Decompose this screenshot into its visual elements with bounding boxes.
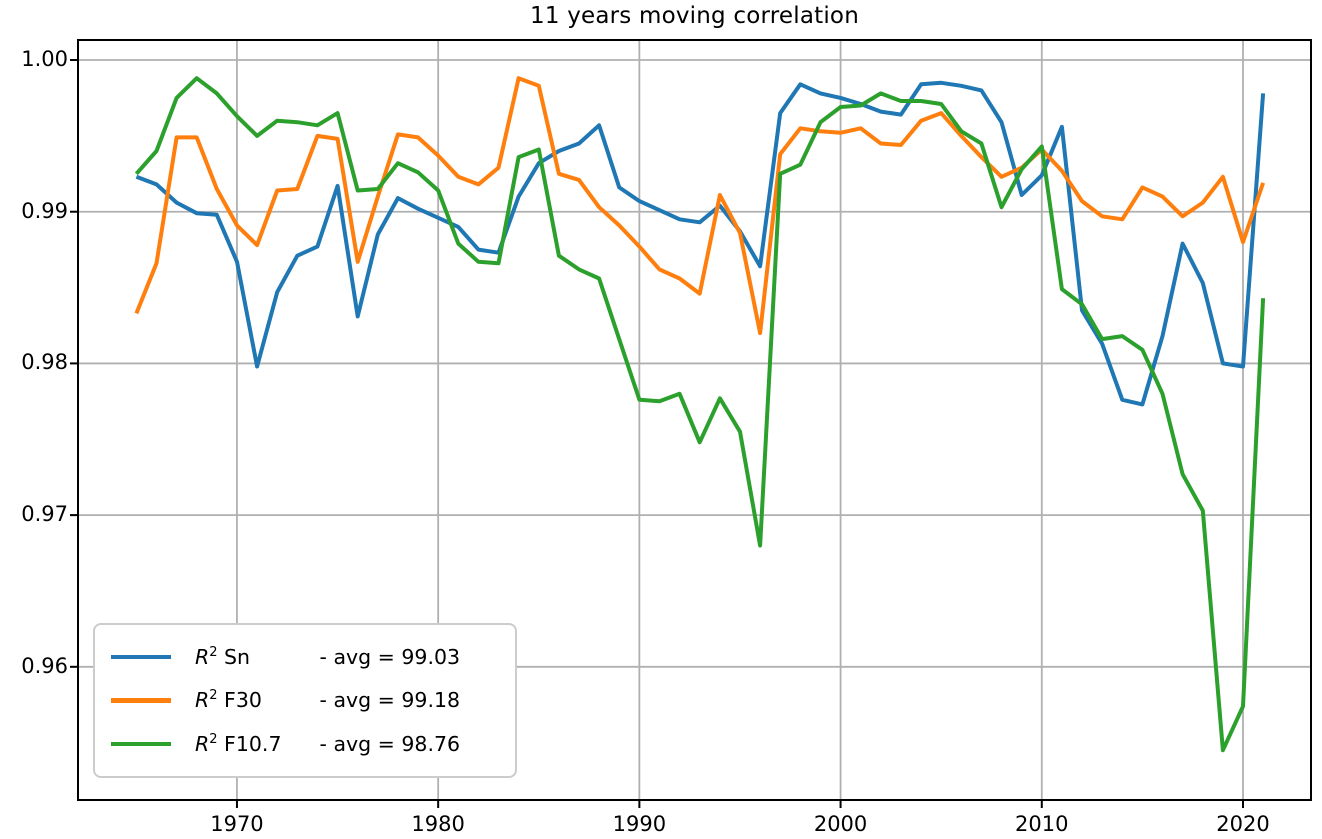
series-line (134, 76, 1265, 336)
x-tick-label: 2000 (813, 812, 868, 836)
legend-label: R2 F30- avg = 99.18 (195, 688, 461, 713)
legend: R2 Sn - avg = 99.03 R2 F30- avg = 99.18 R2 … (93, 623, 517, 778)
legend-line-swatch (111, 654, 171, 660)
series-line (134, 76, 1266, 753)
chart-title: 11 years moving correlation (530, 3, 859, 29)
y-tick-label: 0.96 (21, 653, 68, 678)
x-tick-label: 1970 (210, 812, 264, 836)
series-line (135, 80, 1266, 407)
x-tick-label: 2020 (1216, 812, 1270, 836)
x-tick-label: 2010 (1015, 812, 1069, 836)
y-tick-label: 0.98 (21, 350, 68, 375)
legend-item: R2 Sn - avg = 99.03 (111, 645, 515, 669)
x-tick-label: 1980 (411, 812, 465, 836)
legend-label: R2 Sn - avg = 99.03 (195, 644, 461, 669)
y-tick-label: 0.97 (21, 502, 68, 527)
axes-box (77, 39, 1312, 801)
legend-item: R2 F10.7- avg = 98.76 (111, 732, 515, 756)
y-tick-label: 0.99 (21, 198, 68, 223)
legend-line-swatch (111, 741, 171, 747)
x-tick-label: 1990 (612, 812, 667, 836)
y-tick-label: 1.00 (21, 47, 68, 72)
legend-label: R2 F10.7- avg = 98.76 (195, 732, 461, 757)
legend-item: R2 F30- avg = 99.18 (111, 688, 515, 712)
legend-line-swatch (111, 698, 171, 703)
